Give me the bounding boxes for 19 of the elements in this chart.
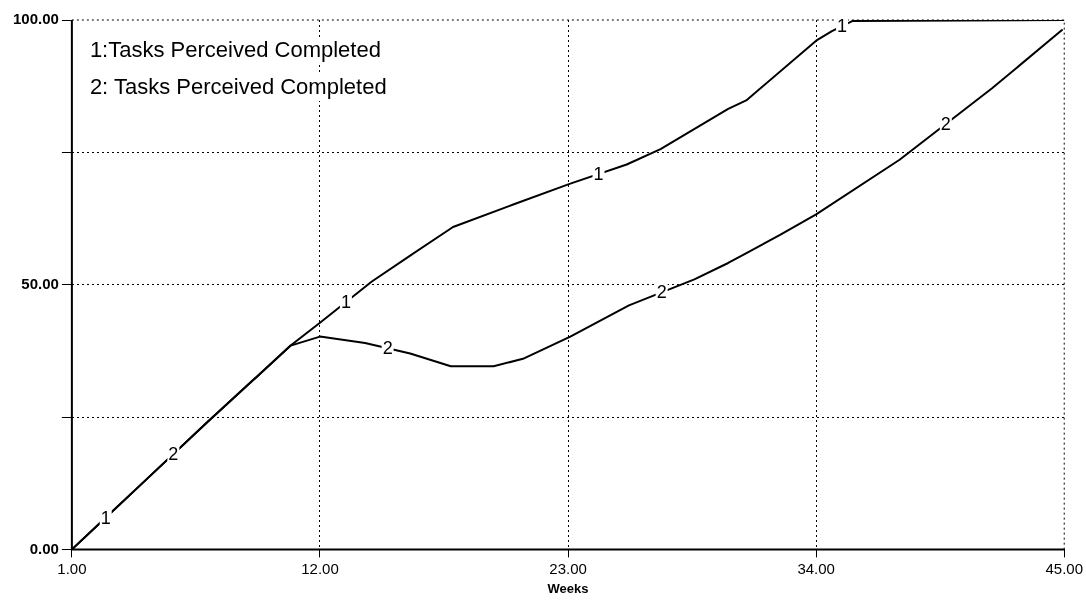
text: 1 [837,16,848,37]
text: 2 [940,114,951,134]
x-tick-label: 12.00 [301,559,339,577]
x-tick-label: 45.00 [1045,559,1084,577]
annotation: 1:Tasks Perceived Completed [89,37,381,63]
series-label: 1 [340,292,351,313]
x-tick-label: 23.00 [549,559,587,577]
y-tick-label: 100.00 [12,10,59,28]
x-axis-title: Weeks [547,580,589,596]
x-tick-label: 1.00 [57,559,87,577]
text: 2 [382,338,393,359]
text: 1 [593,164,604,185]
y-tick-label: 0.00 [29,539,59,557]
text: 1 [100,507,111,528]
annotation: 2: Tasks Perceived Completed [89,74,387,100]
text: 2 [656,282,667,303]
x-tick-label: 34.00 [797,559,835,577]
y-tick-label: 50.00 [21,274,59,292]
series-label: 2 [168,444,179,465]
